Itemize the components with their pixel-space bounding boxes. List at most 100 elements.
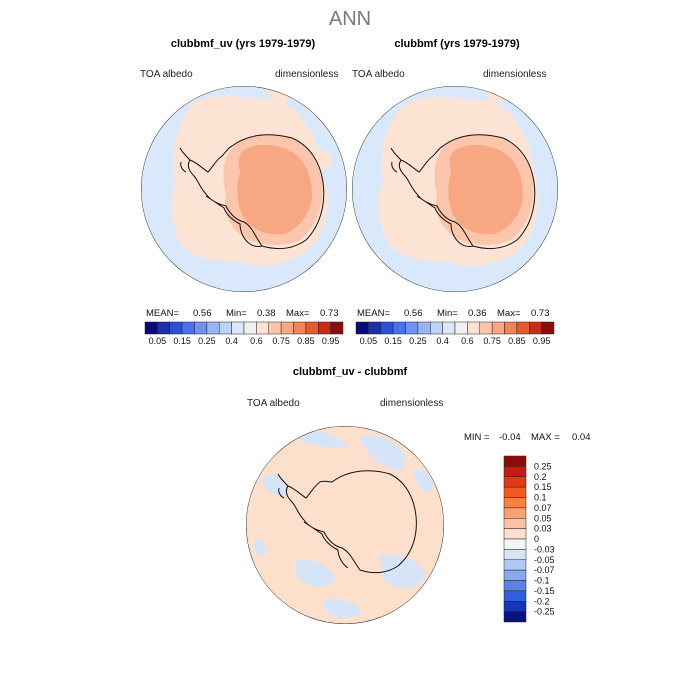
map1-floe-patch — [316, 149, 332, 170]
colorbar2-swatch — [491, 321, 505, 335]
colorbar2-swatch — [430, 321, 443, 335]
colorbar3-label: -0.2 — [534, 596, 550, 606]
colorbar1-swatch — [268, 321, 282, 335]
colorbar1-swatch — [144, 321, 158, 335]
colorbar1-label: 0.25 — [198, 336, 216, 346]
colorbar3-swatch — [503, 507, 527, 519]
map2 — [352, 86, 558, 292]
panel2-left-label: TOA albedo — [352, 69, 405, 80]
colorbar2-swatch — [442, 321, 456, 335]
panel3-min-value: -0.04 — [499, 432, 521, 443]
colorbar3-label: -0.03 — [534, 544, 555, 554]
colorbar1-label: 0.85 — [297, 336, 315, 346]
map3 — [246, 426, 444, 624]
colorbar3-swatch — [503, 590, 527, 602]
colorbar3-swatch — [503, 486, 527, 498]
colorbar1-label: 0.75 — [272, 336, 290, 346]
map3-negative-region — [360, 434, 406, 470]
colorbar1-swatch — [243, 321, 257, 335]
colorbar3-swatch — [503, 601, 527, 612]
colorbar2-swatch — [355, 321, 369, 335]
colorbar1-swatch — [318, 321, 331, 335]
colorbar3-label: 0.07 — [534, 503, 552, 513]
colorbar2-label: 0.4 — [436, 336, 449, 346]
panel2-min-label: Min= — [437, 308, 458, 319]
colorbars: 0.05 0.15 0.25 0.4 0.6 0.75 0.85 0.95 0.05 0.15 0.… — [144, 321, 555, 623]
colorbar3-label: -0.07 — [534, 565, 555, 575]
panel3-right-label: dimensionless — [380, 398, 444, 409]
colorbar1-label: 0.6 — [250, 336, 263, 346]
colorbar1-label: 0.05 — [149, 336, 167, 346]
colorbar1-label: 0.15 — [173, 336, 191, 346]
panel3-left-label: TOA albedo — [247, 398, 300, 409]
colorbar3-swatch — [503, 569, 527, 581]
colorbar3-swatch — [503, 476, 527, 488]
colorbar1-label: 0.95 — [322, 336, 340, 346]
panel2-max-label: Max= — [497, 308, 521, 319]
map1-peninsula — [179, 147, 191, 173]
panel1-title: clubbmf_uv (yrs 1979-1979) — [170, 38, 316, 50]
colorbar1-swatch — [293, 321, 307, 335]
colorbar1-swatch — [256, 321, 269, 335]
colorbar1-swatch — [219, 321, 232, 335]
panel1-min-value: 0.38 — [257, 308, 276, 319]
colorbar2-swatch — [380, 321, 394, 335]
colorbar2-label: 0.85 — [508, 336, 526, 346]
panel1-max-value: 0.73 — [320, 308, 339, 319]
map3-positive-fill — [246, 426, 444, 624]
colorbar3-swatch — [503, 528, 527, 540]
figure-title: ANN — [328, 8, 372, 30]
colorbar3-swatch — [503, 611, 527, 623]
panel2-max-value: 0.73 — [531, 308, 550, 319]
colorbar1-swatch — [169, 321, 183, 335]
colorbar3-label: 0.2 — [534, 472, 547, 482]
map1-coastline — [187, 134, 325, 249]
colorbar3-label: -0.25 — [534, 607, 555, 617]
colorbar3-swatch — [503, 518, 527, 529]
map1-continent-high — [237, 144, 312, 235]
colorbar1-swatch — [330, 321, 344, 335]
map2-coastline — [398, 134, 536, 249]
colorbar3-label: 0 — [534, 534, 539, 544]
panel1-mean-value: 0.56 — [193, 308, 212, 319]
colorbar3-label: 0.03 — [534, 524, 552, 534]
panel2-title: clubbmf (yrs 1979-1979) — [394, 38, 520, 50]
colorbar3-label: 0.05 — [534, 513, 552, 523]
map3-negative-region — [253, 539, 266, 556]
colorbar3-label: -0.15 — [534, 586, 555, 596]
map3-negative-region — [296, 559, 336, 587]
colorbar2-label: 0.75 — [483, 336, 501, 346]
colorbar2-swatch — [529, 321, 542, 335]
colorbar1-swatch — [231, 321, 245, 335]
panel3-max-label: MAX = — [531, 432, 560, 443]
colorbar2-swatch — [417, 321, 431, 335]
panel2-right-label: dimensionless — [483, 69, 547, 80]
colorbar3-label: -0.05 — [534, 555, 555, 565]
map3-negative-region — [380, 554, 426, 589]
panel1-max-label: Max= — [286, 308, 310, 319]
map3-negative-region — [324, 598, 362, 619]
colorbar1-swatch — [194, 321, 208, 335]
panel3-title: clubbmf_uv - clubbmf — [292, 366, 408, 378]
colorbar2-swatch — [368, 321, 381, 335]
panel2-mean-value: 0.56 — [404, 308, 423, 319]
colorbar2-swatch — [516, 321, 530, 335]
map1 — [141, 86, 347, 292]
colorbar3-label: 0.15 — [534, 482, 552, 492]
map2-peninsula — [390, 147, 402, 173]
panel3-max-value: 0.04 — [572, 432, 591, 443]
panel1-mean-label: MEAN= — [146, 308, 179, 319]
colorbar3-swatch — [503, 497, 527, 509]
colorbar2-swatch — [467, 321, 480, 335]
panel2-min-value: 0.36 — [468, 308, 487, 319]
colorbar2-label: 0.05 — [360, 336, 378, 346]
map3-positive-spot — [423, 451, 434, 466]
map3-coastline — [285, 470, 417, 574]
colorbar3-swatch — [503, 466, 527, 477]
colorbar3-label: -0.1 — [534, 576, 550, 586]
colorbar3-swatch — [503, 559, 527, 571]
colorbar2-swatch — [454, 321, 468, 335]
colorbar1-swatch — [280, 321, 294, 335]
colorbar2-label: 0.95 — [533, 336, 551, 346]
